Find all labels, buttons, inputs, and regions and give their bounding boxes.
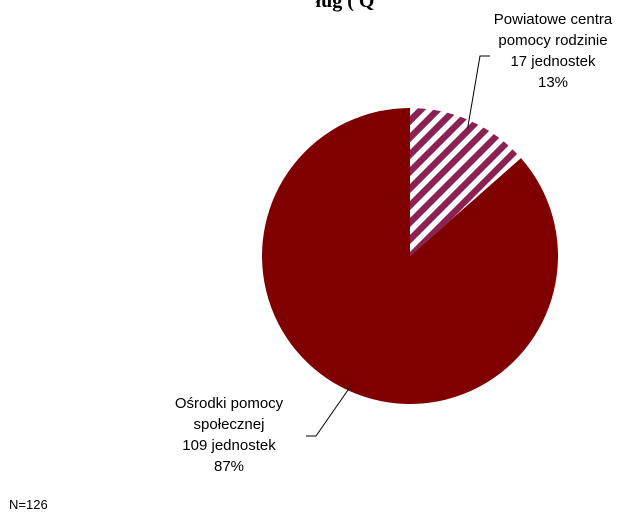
slice-label-osrodki-pomocy: Ośrodki pomocy społecznej 109 jednostek … — [154, 393, 304, 477]
leader-line-powiatowe-centra — [467, 55, 490, 129]
pie-slice-osrodki-pomocy — [262, 108, 559, 404]
slice-label-count: 17 jednostek — [510, 53, 596, 70]
slice-label-count: 109 jednostek — [182, 437, 276, 454]
leader-line-osrodki-pomocy — [306, 383, 353, 437]
slice-label-name-line-1: Ośrodki pomocy — [174, 395, 284, 412]
leader-lines — [306, 55, 490, 437]
slice-label-percent: 87% — [213, 458, 245, 475]
slice-label-name-line-2: społecznej — [193, 416, 265, 433]
slice-label-powiatowe-centra: Powiatowe centra pomocy rodzinie 17 jedn… — [478, 9, 628, 93]
slice-label-name-line-1: Powiatowe centra — [493, 11, 613, 28]
pie-slices — [262, 108, 559, 404]
slice-label-percent: 13% — [537, 74, 569, 91]
chart-title: ług ( Q — [315, 0, 375, 12]
sample-size-note: N=126 — [9, 497, 48, 512]
slice-label-name-line-2: pomocy rodzinie — [498, 32, 608, 49]
pie-slice-powiatowe-centra — [410, 108, 521, 256]
